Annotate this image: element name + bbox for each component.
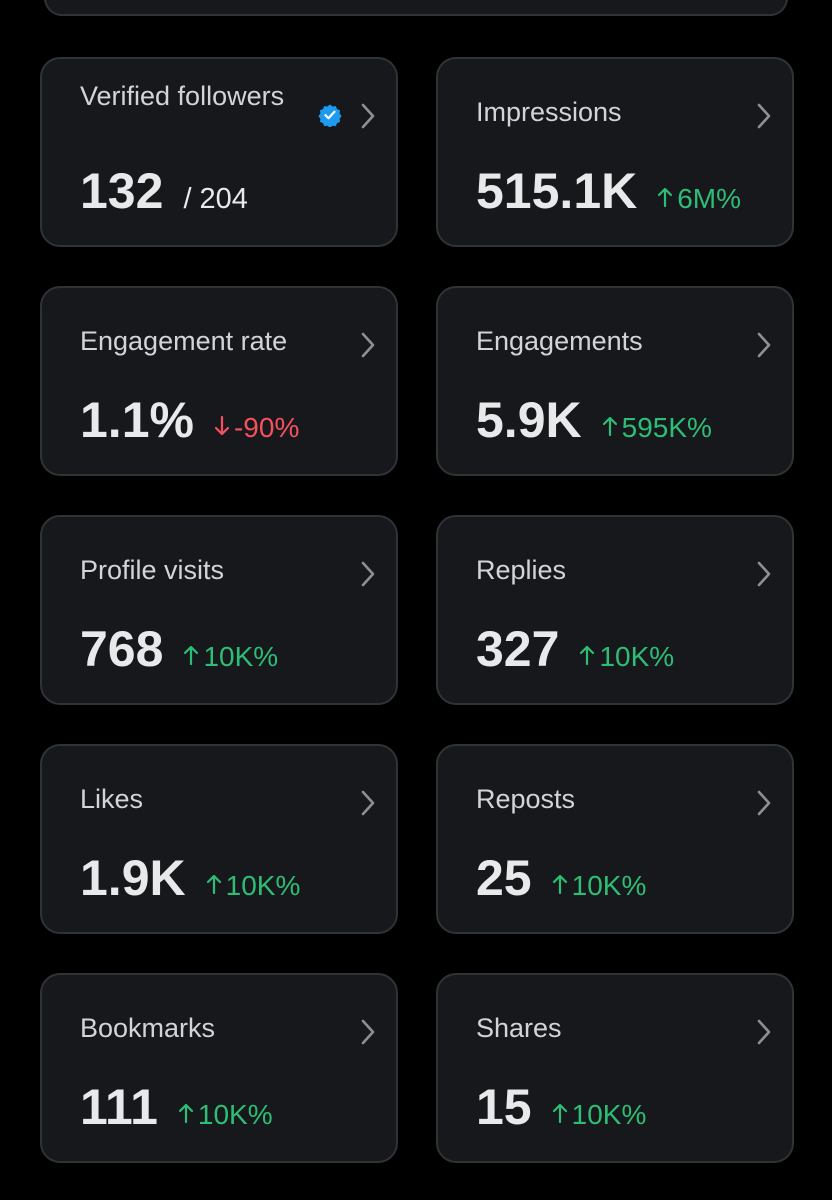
metric-row: 1.9K 10K% bbox=[80, 848, 300, 908]
metric-card[interactable]: Replies 327 10K% bbox=[436, 515, 794, 705]
chevron-icon bbox=[757, 332, 771, 358]
metric-row: 15 10K% bbox=[476, 1077, 646, 1137]
chevron-icon bbox=[361, 561, 375, 587]
arrow-up-icon bbox=[552, 1103, 567, 1124]
metric-label: Reposts bbox=[476, 784, 576, 814]
chevron-icon bbox=[361, 103, 375, 129]
arrow-up-icon bbox=[658, 187, 673, 208]
metric-change: 10K% bbox=[552, 870, 647, 902]
metric-value: 25 bbox=[476, 850, 532, 906]
chevron-icon bbox=[361, 790, 375, 816]
arrow-up-icon bbox=[580, 645, 595, 666]
metric-label: Replies bbox=[476, 555, 567, 585]
change-text: 10K% bbox=[197, 1099, 273, 1130]
metric-row: 327 10K% bbox=[476, 619, 674, 679]
change-text: 10K% bbox=[571, 870, 647, 901]
change-text: 10K% bbox=[225, 870, 301, 901]
metric-card[interactable]: Impressions 515.1K 6M% bbox=[436, 57, 794, 247]
metric-card[interactable]: Engagement rate 1.1% -90% bbox=[40, 286, 398, 476]
change-text: 10K% bbox=[571, 1099, 647, 1130]
metric-total: / 204 bbox=[183, 183, 248, 215]
metric-card[interactable]: Shares 15 10K% bbox=[436, 973, 794, 1163]
chevron-icon bbox=[757, 1019, 771, 1045]
chevron-icon bbox=[361, 1019, 375, 1045]
metric-card[interactable]: Profile visits 768 10K% bbox=[40, 515, 398, 705]
change-text: -90% bbox=[233, 412, 300, 443]
metric-label: Bookmarks bbox=[80, 1013, 216, 1043]
metric-value: 515.1K bbox=[476, 163, 638, 219]
metric-label: Engagement rate bbox=[80, 326, 288, 356]
metric-card[interactable]: Likes 1.9K 10K% bbox=[40, 744, 398, 934]
chevron-icon bbox=[757, 790, 771, 816]
arrow-up-icon bbox=[602, 416, 617, 437]
metric-value: 768 bbox=[80, 621, 164, 677]
metric-row: 768 10K% bbox=[80, 619, 278, 679]
metric-change: 10K% bbox=[178, 1099, 273, 1131]
metric-value: 132 bbox=[80, 163, 164, 219]
metric-label: Impressions bbox=[476, 97, 622, 127]
change-text: 10K% bbox=[203, 641, 279, 672]
metric-label: Profile visits bbox=[80, 555, 225, 585]
metric-row: 25 10K% bbox=[476, 848, 646, 908]
arrow-up-icon bbox=[552, 874, 567, 895]
change-text: 10K% bbox=[599, 641, 675, 672]
metric-value: 111 bbox=[80, 1079, 158, 1135]
metric-row: 111 10K% bbox=[80, 1077, 273, 1137]
metric-label: Shares bbox=[476, 1013, 562, 1043]
metric-card[interactable]: Reposts 25 10K% bbox=[436, 744, 794, 934]
metric-row: 5.9K 595K% bbox=[476, 390, 712, 450]
arrow-up-icon bbox=[178, 1103, 194, 1124]
metric-row: 1.1% -90% bbox=[80, 390, 299, 450]
metric-row: 132 / 204 bbox=[80, 161, 248, 221]
chevron-icon bbox=[757, 561, 771, 587]
metric-change: 10K% bbox=[579, 641, 674, 673]
arrow-down-icon bbox=[214, 415, 230, 436]
arrow-up-icon bbox=[206, 874, 221, 895]
metric-change: 6M% bbox=[657, 183, 741, 215]
metric-value: 5.9K bbox=[476, 392, 582, 448]
metric-label: Engagements bbox=[476, 326, 643, 356]
change-text: 595K% bbox=[621, 412, 712, 443]
metric-value: 327 bbox=[476, 621, 560, 677]
chevron-icon bbox=[361, 332, 375, 358]
metric-change: 10K% bbox=[183, 641, 278, 673]
metric-label: Likes bbox=[80, 784, 144, 814]
metric-value: 1.1% bbox=[80, 392, 194, 448]
verified-badge bbox=[318, 104, 342, 127]
metric-label: Verified followers bbox=[80, 81, 285, 111]
metric-card[interactable]: Engagements 5.9K 595K% bbox=[436, 286, 794, 476]
metric-value: 1.9K bbox=[80, 850, 186, 906]
metric-change: 595K% bbox=[602, 412, 712, 444]
metric-change: 10K% bbox=[206, 870, 301, 902]
metric-card[interactable]: Verified followers 132 / 204 bbox=[40, 57, 398, 247]
metric-card[interactable]: Bookmarks 111 10K% bbox=[40, 973, 398, 1163]
chevron-icon bbox=[757, 103, 771, 129]
arrow-up-icon bbox=[184, 645, 199, 666]
metric-row: 515.1K 6M% bbox=[476, 161, 741, 221]
previous-card bbox=[44, 0, 788, 16]
metric-change: 10K% bbox=[552, 1099, 647, 1131]
change-text: 6M% bbox=[677, 183, 742, 214]
metric-value: 15 bbox=[476, 1079, 532, 1135]
metric-change: -90% bbox=[214, 412, 299, 444]
